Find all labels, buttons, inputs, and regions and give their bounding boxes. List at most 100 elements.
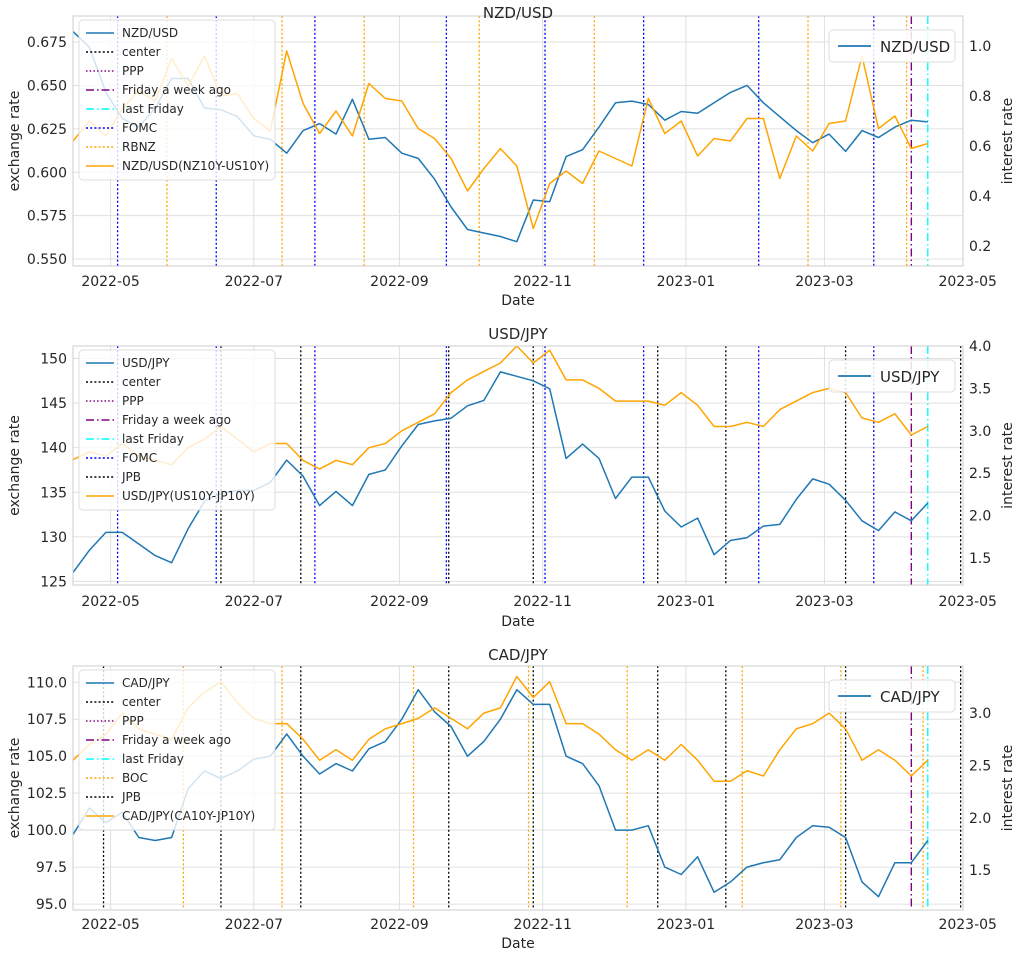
legend-label: center <box>122 45 161 59</box>
plot-frame <box>72 345 964 586</box>
legend-right: NZD/USD <box>828 29 956 63</box>
xtick-label: 2022-09 <box>370 594 429 610</box>
ytick-right-label: 0.4 <box>969 189 991 205</box>
chart-title: USD/JPY <box>488 325 548 343</box>
chart-title: NZD/USD <box>483 4 553 22</box>
xtick-label: 2023-01 <box>657 274 716 290</box>
legend-label: NZD/USD <box>122 26 178 40</box>
ytick-label: 95.0 <box>36 897 67 913</box>
chart-panel-0: 0.550 0.575 0.600 0.625 0.650 0.675 2022-05 202… <box>7 4 1016 309</box>
y-axis-label: exchange rate <box>7 738 23 839</box>
ytick-label: 0.575 <box>27 209 67 225</box>
legend-label: Friday a week ago <box>122 413 231 427</box>
xtick-label: 2023-05 <box>938 594 997 610</box>
y-axis-label: exchange rate <box>7 91 23 192</box>
legend-label: CAD/JPY(CA10Y-JP10Y) <box>122 809 255 823</box>
legend-left: NZD/USD center PPP Friday a week ago last Fr… <box>78 19 276 181</box>
xtick-label: 2022-05 <box>81 594 140 610</box>
plot-frame <box>72 15 964 267</box>
ytick-right-label: 0.2 <box>969 239 991 255</box>
ytick-label: 100.0 <box>27 823 67 839</box>
xtick-label: 2022-11 <box>513 594 572 610</box>
ytick-right-label: 3.0 <box>969 706 991 722</box>
legend-label: CAD/JPY <box>880 688 940 706</box>
ytick-label: 0.600 <box>27 165 67 181</box>
ytick-label: 150 <box>40 351 67 367</box>
legend-label: JPB <box>121 790 141 804</box>
legend-label: JPB <box>121 470 141 484</box>
xtick-label: 2022-07 <box>225 594 284 610</box>
ytick-right-label: 3.5 <box>969 381 991 397</box>
legend-box <box>78 669 276 831</box>
ytick-label: 97.5 <box>36 860 67 876</box>
legend-box <box>78 19 276 181</box>
legend-right: USD/JPY <box>828 359 956 393</box>
ytick-label: 110.0 <box>27 675 67 691</box>
ytick-right-label: 0.6 <box>969 139 991 155</box>
legend-label: last Friday <box>122 432 184 446</box>
legend-left: CAD/JPY center PPP Friday a week ago last Fr… <box>78 669 276 831</box>
xtick-label: 2022-09 <box>370 274 429 290</box>
legend-label: CAD/JPY <box>122 676 170 690</box>
ytick-label: 0.650 <box>27 78 67 94</box>
ytick-right-label: 3.0 <box>969 424 991 440</box>
legend-label: center <box>122 695 161 709</box>
ytick-right-label: 2.0 <box>969 811 991 827</box>
legend-label: USD/JPY <box>880 368 940 386</box>
ytick-label: 0.675 <box>27 35 67 51</box>
legend-label: center <box>122 375 161 389</box>
legend-label: USD/JPY(US10Y-JP10Y) <box>122 489 255 503</box>
y-axis-right-label: interest rate <box>1000 745 1016 832</box>
legend-box <box>828 29 956 63</box>
ytick-right-label: 1.5 <box>969 863 991 879</box>
legend-box <box>828 679 956 713</box>
legend-right: CAD/JPY <box>828 679 956 713</box>
legend-label: BOC <box>122 771 148 785</box>
xtick-label: 2023-05 <box>938 274 997 290</box>
ytick-label: 145 <box>40 396 67 412</box>
legend-label: PPP <box>122 394 144 408</box>
legend-left: USD/JPY center PPP Friday a week ago last Fr… <box>78 349 276 511</box>
xtick-label: 2023-03 <box>795 274 854 290</box>
y-axis-right-label: interest rate <box>1000 422 1016 509</box>
plot-frame <box>72 665 964 911</box>
ytick-label: 135 <box>40 485 67 501</box>
ytick-label: 0.625 <box>27 122 67 138</box>
ytick-label: 0.550 <box>27 252 67 268</box>
xtick-label: 2022-05 <box>81 274 140 290</box>
xtick-label: 2023-03 <box>795 917 854 933</box>
legend-box <box>828 359 956 393</box>
ytick-right-label: 0.8 <box>969 89 991 105</box>
ytick-label: 140 <box>40 441 67 457</box>
xtick-label: 2022-05 <box>81 917 140 933</box>
ytick-label: 102.5 <box>27 786 67 802</box>
y-axis-right-label: interest rate <box>1000 98 1016 185</box>
legend-label: Friday a week ago <box>122 733 231 747</box>
x-axis-label: Date <box>501 614 534 630</box>
ytick-label: 125 <box>40 574 67 590</box>
xtick-label: 2022-09 <box>370 917 429 933</box>
legend-label: last Friday <box>122 752 184 766</box>
chart-panel-1: 125 130 135 140 145 150 2022-05 2022-07 2022-09 2… <box>7 325 1016 630</box>
legend-box <box>78 349 276 511</box>
legend-label: FOMC <box>122 451 157 465</box>
legend-label: USD/JPY <box>122 356 170 370</box>
legend-label: PPP <box>122 714 144 728</box>
ytick-right-label: 2.0 <box>969 509 991 525</box>
legend-label: PPP <box>122 64 144 78</box>
y-axis-label: exchange rate <box>7 415 23 516</box>
ytick-right-label: 4.0 <box>969 339 991 355</box>
ytick-right-label: 2.5 <box>969 758 991 774</box>
xtick-label: 2023-05 <box>938 917 997 933</box>
ytick-right-label: 2.5 <box>969 466 991 482</box>
legend-label: last Friday <box>122 102 184 116</box>
legend-label: NZD/USD(NZ10Y-US10Y) <box>122 159 269 173</box>
xtick-label: 2023-03 <box>795 594 854 610</box>
legend-label: RBNZ <box>122 140 156 154</box>
x-axis-label: Date <box>501 936 534 952</box>
ytick-label: 105.0 <box>27 749 67 765</box>
legend-label: Friday a week ago <box>122 83 231 97</box>
legend-label: FOMC <box>122 121 157 135</box>
xtick-label: 2023-01 <box>657 917 716 933</box>
ytick-right-label: 1.5 <box>969 551 991 567</box>
